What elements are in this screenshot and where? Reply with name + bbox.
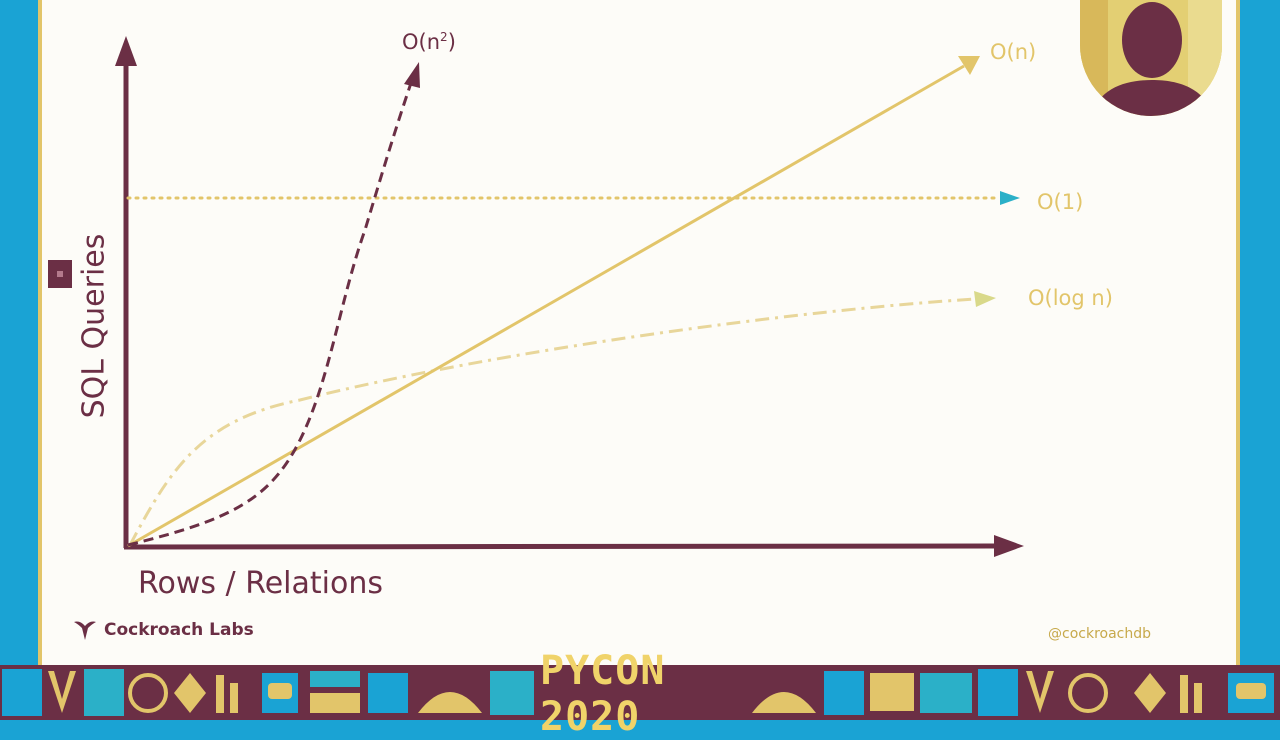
label-o-n: O(n)	[990, 40, 1037, 64]
y-axis-arrowhead	[115, 36, 137, 66]
label-o-n-squared-close: )	[447, 30, 456, 54]
label-o-log-n: O(log n)	[1028, 286, 1113, 310]
curve-o-log-n	[128, 297, 976, 546]
pycon-banner	[0, 665, 1280, 720]
curve-o-n-squared	[127, 79, 414, 547]
pycon-2020-title: PYCON 2020	[540, 647, 666, 740]
cockroach-logo-icon	[74, 621, 96, 640]
label-o-1: O(1)	[1037, 190, 1084, 214]
logo-text: Cockroach Labs	[104, 620, 254, 640]
curve-o-n-arrowhead	[958, 56, 980, 75]
complexity-diagram	[115, 36, 1024, 557]
curve-o-n-squared-arrowhead	[404, 62, 420, 88]
x-axis	[123, 543, 997, 550]
cockroach-labs-logo: Cockroach Labs	[72, 618, 254, 642]
curve-o-1-arrowhead	[1000, 191, 1020, 205]
twitter-handle: @cockroachdb	[1048, 626, 1152, 642]
banner-pattern	[2, 669, 1274, 716]
side-tab[interactable]	[48, 260, 72, 288]
slide	[38, 0, 1240, 665]
curve-o-log-n-arrowhead	[974, 291, 996, 307]
curve-o-n	[127, 64, 965, 548]
y-axis-label: SQL Queries	[76, 233, 112, 419]
label-o-n-squared-exponent: 2	[440, 30, 448, 44]
x-axis-label: Rows / Relations	[138, 566, 383, 601]
x-axis-arrowhead	[994, 535, 1024, 557]
label-o-n-squared: O(n2)	[402, 30, 456, 54]
label-o-n-squared-base: O(n	[402, 30, 441, 54]
